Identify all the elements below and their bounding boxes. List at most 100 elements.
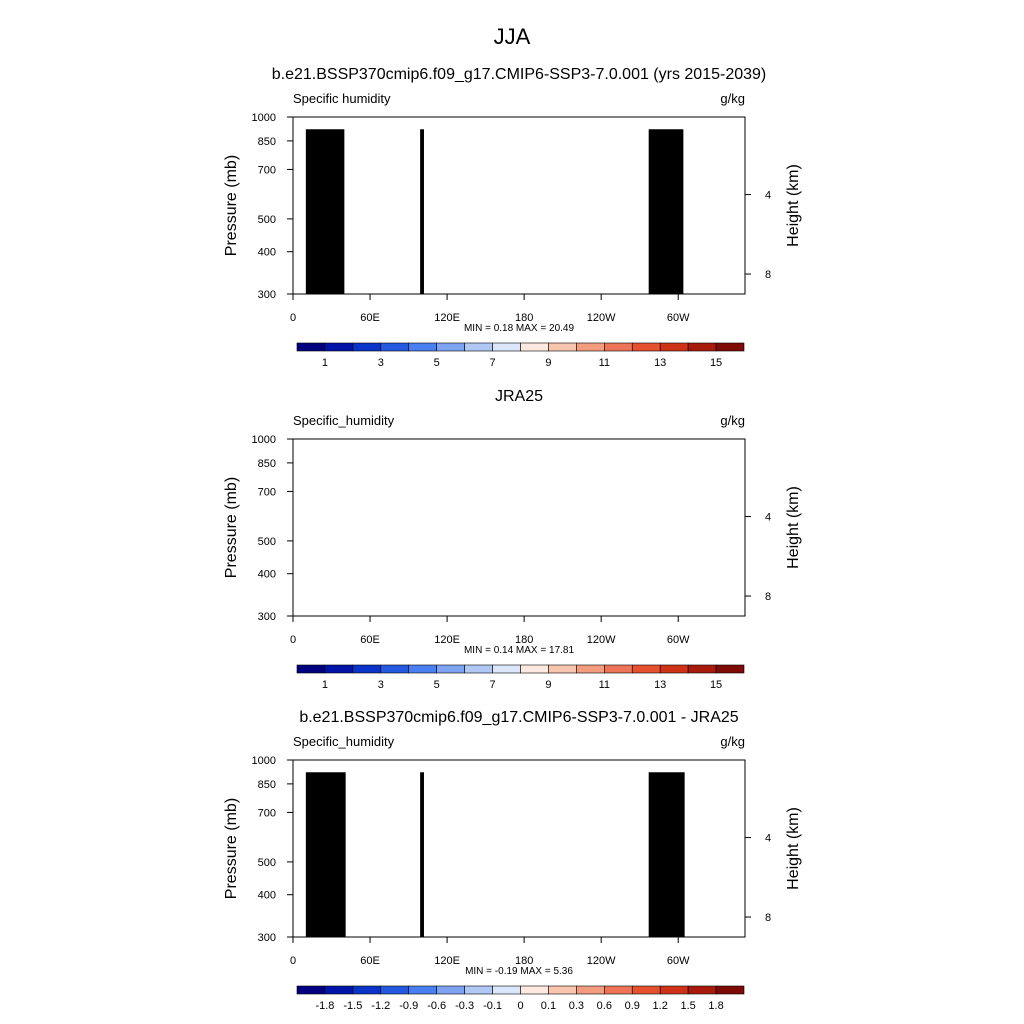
y-tick-label: 1000	[252, 112, 276, 124]
colorbar-swatch	[520, 342, 549, 352]
colorbar: 1 3 5 7 9 11 13 15	[296, 342, 745, 369]
colorbar-swatch	[492, 342, 521, 352]
x-tick-label: 180	[515, 312, 533, 324]
x-tick-label: 0	[290, 312, 296, 324]
colorbar-swatch	[687, 664, 717, 674]
colorbar-swatch	[576, 342, 605, 352]
x-tick-label: 120E	[434, 634, 460, 646]
variable-label: Specific_humidity	[293, 734, 395, 749]
colorbar-swatch	[659, 342, 689, 352]
units-label: g/kg	[720, 734, 745, 749]
colorbar-label: 9	[545, 357, 551, 369]
y2-axis-label: Height (km)	[785, 164, 802, 247]
colorbar-label: 5	[434, 679, 440, 691]
colorbar-label: 7	[490, 679, 496, 691]
colorbar-label: 15	[710, 679, 722, 691]
units-label: g/kg	[720, 91, 745, 106]
colorbar-swatch	[436, 342, 465, 352]
colorbar-swatch	[604, 342, 633, 352]
min-max-stats: MIN = 0.18 MAX = 20.49	[464, 323, 574, 334]
colorbar-swatch	[520, 664, 549, 674]
x-tick-label: 120E	[434, 312, 460, 324]
colorbar-swatch	[408, 342, 437, 352]
colorbar-swatch	[296, 342, 326, 352]
y2-tick-label: 4	[765, 190, 771, 202]
terrain-mask	[648, 129, 684, 294]
y2-tick-label: 8	[765, 269, 771, 281]
y-tick-label: 1000	[252, 434, 276, 446]
colorbar-swatch	[380, 342, 410, 352]
colorbar-swatch	[436, 664, 465, 674]
y-tick-label: 500	[258, 536, 276, 548]
y2-tick-label: 4	[765, 512, 771, 524]
colorbar-label: 11	[599, 679, 610, 691]
colorbar-swatch	[604, 664, 633, 674]
colorbar-swatch	[352, 664, 382, 674]
x-tick-label: 120W	[587, 634, 616, 646]
panel-title: JRA25	[495, 388, 543, 405]
y-tick-label: 400	[258, 569, 276, 581]
colorbar-swatch	[352, 342, 382, 352]
colorbar-label: 13	[654, 679, 666, 691]
y-tick-label: 700	[258, 486, 276, 498]
x-tick-label: 120W	[587, 312, 616, 324]
x-tick-label: 0	[290, 634, 296, 646]
colorbar-label: 3	[378, 357, 384, 369]
x-tick-label: 60E	[360, 312, 380, 324]
units-label: g/kg	[720, 413, 745, 428]
panels-container: b.e21.BSSP370cmip6.f09_g17.CMIP6-SSP3-7.…	[223, 66, 802, 1012]
variable-label: Specific humidity	[293, 91, 391, 106]
colorbar-swatch	[687, 342, 717, 352]
colorbar-label: 11	[599, 357, 610, 369]
y-tick-label: 850	[258, 136, 276, 148]
colorbar-swatch	[631, 342, 661, 352]
colorbar-label: 5	[434, 357, 440, 369]
colorbar: 1 3 5 7 9 11 13 15	[296, 664, 745, 691]
colorbar-label: 3	[378, 679, 384, 691]
plot-frame	[292, 438, 746, 617]
y-tick-label: 300	[258, 611, 276, 623]
colorbar-label: 1	[322, 679, 328, 691]
y-tick-label: 400	[258, 247, 276, 259]
colorbar-swatch	[464, 342, 493, 352]
colorbar-swatch	[715, 342, 745, 352]
panel-title: b.e21.BSSP370cmip6.f09_g17.CMIP6-SSP3-7.…	[299, 709, 738, 726]
colorbar-swatch	[548, 664, 577, 674]
y-tick-label: 500	[258, 214, 276, 226]
colorbar-label: 15	[710, 357, 722, 369]
x-tick-label: 60W	[667, 634, 690, 646]
colorbar-swatch	[492, 664, 521, 674]
colorbar-label: 7	[490, 357, 496, 369]
colorbar-swatch	[715, 664, 745, 674]
variable-label: Specific_humidity	[293, 413, 395, 428]
colorbar-label: 13	[654, 357, 666, 369]
colorbar-swatch	[296, 664, 326, 674]
colorbar-label: 9	[545, 679, 551, 691]
terrain-mask	[420, 129, 424, 294]
terrain-mask	[305, 129, 345, 294]
colorbar-label: 1	[322, 357, 328, 369]
y2-tick-label: 8	[765, 591, 771, 603]
y-axis-label: Pressure (mb)	[223, 155, 240, 256]
figure-title: JJA	[494, 24, 531, 49]
y2-axis-label: Height (km)	[785, 486, 802, 569]
panel-title: b.e21.BSSP370cmip6.f09_g17.CMIP6-SSP3-7.…	[272, 66, 767, 83]
colorbar-swatch	[631, 664, 661, 674]
colorbar-swatch	[464, 664, 493, 674]
colorbar-swatch	[659, 664, 689, 674]
y-axis-label: Pressure (mb)	[223, 477, 240, 578]
colorbar-swatch	[324, 342, 354, 352]
x-tick-label: 60E	[360, 634, 380, 646]
colorbar-swatch	[380, 664, 410, 674]
panel-3: b.e21.BSSP370cmip6.f09_g17.CMIP6-SSP3-7.…	[223, 709, 802, 1012]
colorbar-swatch	[324, 664, 354, 674]
y-tick-label: 300	[258, 289, 276, 301]
terrain-mask	[327, 139, 338, 294]
x-tick-label: 60W	[667, 312, 690, 324]
x-tick-label: 180	[515, 634, 533, 646]
colorbar-swatch	[408, 664, 437, 674]
y-tick-label: 700	[258, 164, 276, 176]
y-tick-label: 850	[258, 458, 276, 470]
